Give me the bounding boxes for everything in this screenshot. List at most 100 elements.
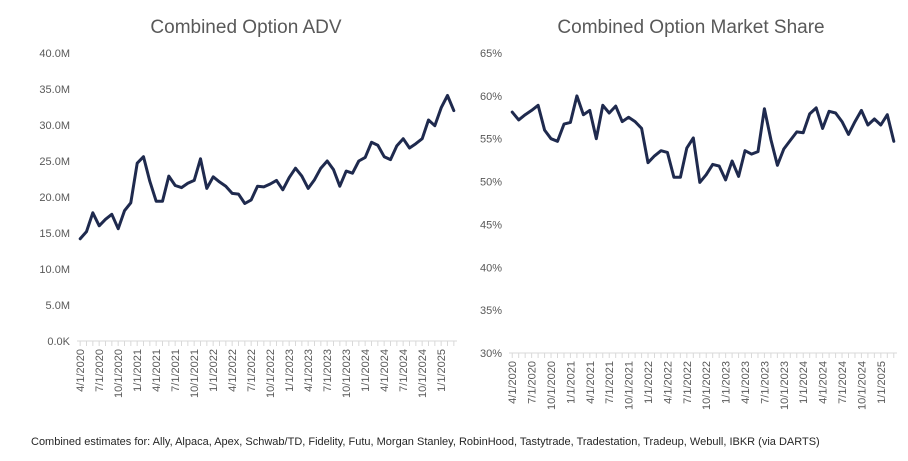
share-data-point [802,131,805,134]
adv-x-tick-label: 4/1/2020 [75,349,87,392]
share-data-point [601,104,604,107]
share-data-point [730,159,734,163]
adv-data-point [212,175,215,178]
share-x-tick-label: 1/1/2021 [565,361,577,404]
share-y-tick-label: 35% [480,305,502,317]
share-x-tick-label: 10/1/2020 [546,361,558,410]
share-y-tick-label: 50% [480,177,502,189]
adv-x-tick-label: 1/1/2024 [360,349,372,392]
adv-y-tick-label: 35.0M [39,84,70,96]
adv-x-tick-label: 4/1/2022 [227,349,239,392]
adv-data-point [104,218,107,221]
adv-x-tick-label: 7/1/2023 [322,349,334,392]
share-data-point [549,137,553,140]
share-x-tick-label: 4/1/2021 [585,361,597,404]
adv-data-point [370,141,373,144]
adv-data-point [218,180,221,184]
adv-data-point [142,155,145,158]
adv-data-point [332,168,335,171]
adv-data-point [281,188,284,191]
share-data-point [621,120,624,123]
adv-y-tick-label: 5.0M [46,300,70,312]
adv-y-tick-label: 30.0M [39,120,70,132]
share-data-point [860,109,863,112]
adv-y-tick-label: 25.0M [39,156,70,168]
share-data-point [646,161,650,164]
adv-data-point [421,137,424,140]
adv-data-point [243,202,246,205]
share-y-tick-label: 55% [480,134,502,146]
adv-y-tick-label: 10.0M [39,264,70,276]
adv-data-point [326,159,329,163]
share-x-tick-label: 4/1/2022 [662,361,674,404]
adv-data-point [383,155,386,158]
share-data-point [808,112,811,116]
adv-data-point [414,142,417,145]
share-data-point [750,152,753,156]
share-data-point [530,109,533,112]
share-data-point [679,176,682,179]
adv-y-tick-label: 0.0K [47,336,70,348]
share-x-tick-label: 1/1/2023 [721,361,733,404]
share-x-tick-label: 1/1/2022 [643,361,655,404]
share-x-tick-label: 7/1/2022 [682,361,694,404]
share-data-point [588,109,591,112]
share-data-point [543,128,546,132]
adv-y-tick-label: 20.0M [39,192,70,204]
adv-x-tick-label: 1/1/2021 [132,349,144,392]
share-data-point [821,127,824,130]
adv-data-point [237,192,240,196]
share-y-tick-label: 65% [480,48,502,60]
share-data-point [562,122,566,126]
share-x-tick-label: 4/1/2020 [507,361,519,404]
adv-data-point [123,209,126,212]
share-data-point [879,123,882,127]
adv-data-point [199,157,202,160]
adv-data-point [231,192,234,195]
share-data-point [795,130,798,134]
adv-data-point [186,182,189,185]
adv-data-point [205,187,208,190]
adv-data-point [351,172,354,175]
adv-data-point [313,178,316,181]
adv-data-point [402,137,405,140]
adv-data-point [155,200,158,203]
share-data-point [582,113,585,116]
adv-data-point [364,156,367,159]
adv-x-tick-label: 10/1/2022 [265,349,277,398]
share-data-point [815,106,818,110]
share-data-point [595,137,598,140]
share-data-point [789,139,792,142]
adv-x-tick-label: 10/1/2024 [417,349,429,398]
share-data-point [608,111,611,115]
adv-data-point [440,106,443,109]
share-y-tick-label: 40% [480,262,502,274]
share-data-point [614,104,617,108]
adv-x-tick-label: 4/1/2024 [379,349,391,392]
share-x-tick-label: 10/1/2022 [701,361,713,410]
adv-data-point [148,180,151,183]
adv-chart-title: Combined Option ADV [150,17,341,38]
share-data-point [718,164,721,168]
share-data-point [847,133,850,136]
adv-data-point [376,144,379,147]
share-data-point [724,178,727,182]
adv-data-point [193,179,196,182]
share-y-tick-label: 45% [480,219,502,231]
adv-data-point [288,176,291,179]
share-x-tick-label: 1/1/2024 [798,361,810,404]
share-data-point [873,117,876,121]
adv-x-tick-label: 10/1/2023 [341,349,353,398]
adv-data-point [256,185,259,188]
adv-data-point [117,227,120,230]
adv-x-tick-label: 10/1/2020 [113,349,125,398]
adv-data-point [389,158,392,161]
adv-x-tick-label: 1/1/2022 [208,349,220,392]
share-data-point [653,154,656,158]
adv-x-tick-label: 7/1/2022 [246,349,258,392]
adv-data-point [224,185,227,188]
adv-data-point [408,146,411,150]
adv-data-point [427,118,430,122]
share-x-tick-label: 1/1/2025 [876,361,888,404]
